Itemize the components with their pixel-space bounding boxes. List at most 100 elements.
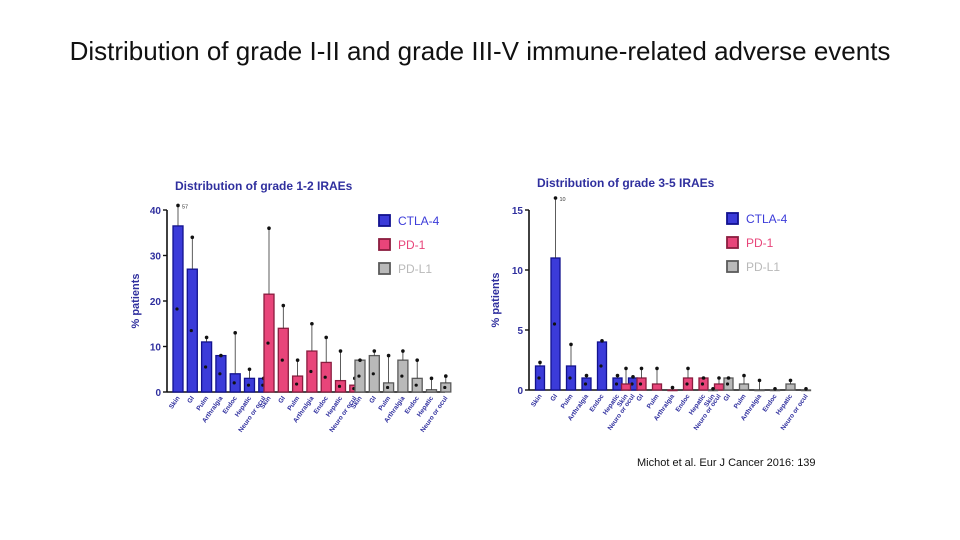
data-point	[443, 385, 447, 390]
error-bar-point	[204, 335, 209, 340]
error-bar-point	[639, 366, 644, 371]
error-bar-point	[615, 373, 620, 378]
data-point	[266, 341, 270, 345]
data-point	[232, 381, 236, 385]
data-point	[189, 328, 193, 333]
error-bar-point	[584, 373, 589, 378]
error-bar-point	[267, 226, 271, 230]
data-point	[246, 383, 251, 387]
x-tick-label: Pulm	[646, 393, 661, 410]
legend-label-ctla4: CTLA-4	[398, 214, 440, 228]
bar-pdl1-hepatic	[425, 389, 438, 393]
legend-swatch-pd1	[378, 238, 391, 251]
error-bar-point	[655, 366, 659, 371]
x-tick-label: GI	[549, 393, 559, 403]
data-point	[295, 382, 299, 386]
bar-pd1-pulm	[651, 383, 663, 391]
chart-title: Distribution of grade 1-2 IRAEs	[175, 179, 353, 193]
legend-label-pd1: PD-1	[746, 236, 774, 250]
data-point	[323, 375, 327, 379]
bar-pdl1-hepatic	[785, 383, 796, 391]
bar-pdl1-arthralgia	[754, 389, 765, 392]
error-bar-point	[773, 387, 777, 391]
error-bar-point	[324, 335, 328, 340]
chart-grade-3-5: Distribution of grade 3-5 IRAEs 0 5 10 15 % p…	[490, 176, 812, 432]
data-point	[337, 384, 342, 388]
data-point	[599, 364, 603, 368]
error-bar-point	[717, 376, 721, 380]
error-bar-point	[415, 358, 420, 362]
error-bar-point	[742, 373, 746, 378]
y-tick-label: 20	[150, 297, 162, 308]
x-tick-label: GI	[722, 393, 732, 403]
data-point	[725, 382, 730, 386]
top-annotation: 57	[182, 204, 188, 210]
error-bar-point	[538, 360, 542, 365]
error-bar-point	[711, 387, 715, 391]
y-tick-label: 0	[155, 388, 161, 399]
chart-grade-1-2: Distribution of grade 1-2 IRAEs 0 10 20 30 40…	[130, 179, 452, 434]
y-tick-label: 15	[512, 206, 524, 217]
data-point	[630, 382, 634, 386]
bar-pd1-skin	[620, 383, 632, 391]
y-tick-label: 40	[150, 206, 162, 217]
data-point	[568, 376, 572, 380]
y-axis-label: % patients	[490, 272, 502, 327]
error-bar-point	[372, 349, 377, 353]
error-bar-point	[219, 353, 223, 358]
x-tick-label: Skin	[530, 393, 544, 408]
error-bar-point	[386, 353, 391, 358]
error-bar-point	[553, 196, 558, 200]
legend-label-ctla4: CTLA-4	[746, 212, 788, 226]
bar-pdl1-pulm	[738, 383, 750, 391]
error-bar-point	[757, 378, 762, 383]
error-bar-point	[600, 339, 604, 343]
data-point	[700, 382, 705, 386]
x-tick-label: GI	[635, 393, 645, 403]
error-bar-point	[176, 203, 180, 208]
error-bar-point	[686, 366, 690, 371]
legend-swatch-pdl1	[378, 262, 391, 275]
error-bar-point	[804, 387, 808, 391]
data-point	[552, 322, 557, 326]
chart-title: Distribution of grade 3-5 IRAEs	[537, 176, 715, 190]
y-axis-label: % patients	[130, 273, 142, 328]
legend-swatch-pd1	[726, 236, 739, 249]
data-point	[204, 365, 208, 369]
error-bar-point	[701, 376, 706, 380]
top-annotation: 10	[560, 197, 566, 203]
error-bar-point	[233, 331, 237, 335]
y-tick-label: 30	[150, 252, 162, 263]
data-point	[685, 382, 689, 386]
error-bar-point	[670, 385, 675, 390]
y-tick-label: 0	[517, 386, 523, 397]
data-point	[638, 382, 643, 386]
error-bar-point	[358, 358, 362, 362]
error-bar-point	[429, 376, 434, 381]
x-tick-label: GI	[368, 395, 378, 405]
y-tick-label: 10	[512, 266, 524, 277]
bar-pd1-arthralgia	[667, 389, 678, 392]
error-bar-point	[631, 375, 635, 379]
error-bar-point	[788, 378, 793, 383]
error-bar-point	[295, 358, 300, 362]
error-bar-point	[338, 349, 343, 353]
x-tick-label: GI	[277, 395, 287, 405]
data-point	[357, 374, 361, 378]
data-point	[400, 374, 404, 378]
data-point	[218, 372, 222, 376]
data-point	[386, 385, 390, 390]
error-bar-point	[726, 376, 731, 380]
error-bar-point	[401, 349, 405, 353]
data-point	[583, 382, 588, 386]
y-tick-label: 5	[517, 326, 523, 337]
data-point	[371, 372, 375, 376]
data-point	[280, 358, 284, 362]
data-point	[175, 307, 179, 311]
legend-swatch-pdl1	[726, 260, 739, 273]
x-tick-label: Pulm	[733, 393, 748, 410]
data-point	[414, 383, 418, 387]
x-tick-label: GI	[186, 395, 196, 405]
legend-swatch-ctla4	[726, 212, 739, 225]
citation: Michot et al. Eur J Cancer 2016: 139	[637, 457, 816, 469]
